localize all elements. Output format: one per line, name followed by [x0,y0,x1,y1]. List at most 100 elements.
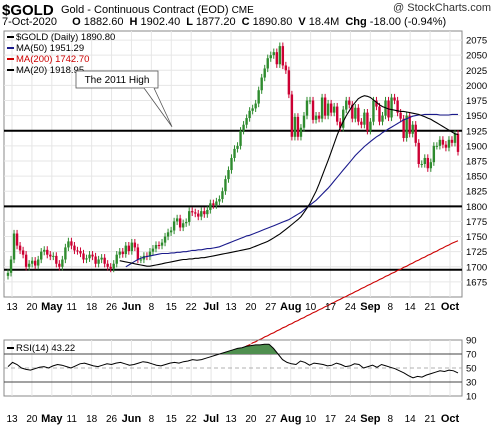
quote-values: O 1882.60 H 1902.40 L 1877.20 C 1890.80 V 18… [60,16,446,28]
exchange-label: CME [231,5,254,16]
candle-body [378,106,381,122]
contract-title: Gold - Continuous Contract (EOD) [61,4,229,16]
candle-body [200,211,203,217]
candle-body [70,241,73,246]
candle-body [188,211,191,223]
y-tick-label: 1725 [466,247,487,258]
candle-body [411,124,414,134]
candle-body [218,199,221,202]
candle-body [357,107,360,122]
annotation-pointer [143,87,173,127]
candle-body [212,203,215,206]
x-tick-label: Jun [122,413,142,425]
candle-body [375,100,378,107]
candle-body [245,118,248,125]
candle-body [456,133,460,152]
candle-body [230,157,233,171]
x-tick-label: 14 [405,302,417,313]
x-tick-label: Jul [203,301,219,313]
x-tick-label: 15 [166,302,178,313]
candle-body [151,248,155,252]
rsi-tick-label: 70 [466,350,477,361]
x-tick-label: 18 [86,302,98,313]
rsi-tick-label: 30 [466,378,477,389]
candle-body [420,164,423,165]
y-tick-label: 1875 [466,156,487,167]
x-tick-label: Oct [441,301,460,313]
candle-body [215,201,218,206]
candle-body [414,124,417,143]
candle-body [9,259,13,273]
candle-body [396,100,399,113]
candle-body [160,242,164,246]
candle-body [441,139,445,145]
candle-body [435,145,439,147]
x-tick-label: 8 [387,414,393,425]
x-tick-label: 20 [245,414,257,425]
candle-body [184,222,188,224]
y-tick-label: 2075 [466,36,487,47]
candle-body [209,203,212,210]
candle-body [40,251,43,260]
candle-body [52,255,55,257]
candle-body [203,211,206,215]
legend-label: MA(20) 1918.95 [16,65,84,76]
candle-body [260,77,263,91]
candle-body [311,100,315,120]
rsi-overbought-fill [8,344,458,354]
legend-label: $GOLD (Daily) 1890.80 [16,32,115,43]
x-tick-label: 21 [425,302,437,313]
candle-body [233,148,236,158]
candle-body [109,266,112,269]
candle-body [148,251,152,257]
candle-body [254,103,257,109]
x-tick-label: 20 [26,302,38,313]
x-tick-label: 14 [405,414,417,425]
candle-body [106,263,109,267]
x-tick-label: 22 [186,302,198,313]
x-tick-label: 24 [345,414,357,425]
candle-body [221,191,224,200]
candle-body [363,112,366,125]
x-tick-label: 24 [345,302,357,313]
candle-body [284,65,288,71]
x-tick-label: 20 [26,414,38,425]
quote-o: O 1882.60 [72,16,124,28]
ticker-symbol: $GOLD [2,2,54,19]
y-tick-label: 2025 [466,66,487,77]
x-tick-label: Aug [280,413,301,425]
candle-body [429,162,433,169]
candle-body [317,115,321,119]
candle-body [251,108,254,111]
candle-body [354,107,357,119]
candle-body [94,256,97,264]
candle-body [351,104,354,119]
candle-body [139,259,143,261]
candle-body [88,254,91,259]
y-tick-label: 1825 [466,187,487,198]
stockcharts-brand[interactable]: @ StockCharts.com [393,2,491,14]
candle-body [6,272,10,276]
x-tick-label: Sep [360,301,380,313]
x-tick-label: 10 [305,414,317,425]
candle-body [15,233,19,246]
y-tick-label: 2000 [466,81,487,92]
x-tick-label: 26 [106,302,118,313]
legend-label: MA(50) 1951.29 [16,43,84,54]
candle-body [191,211,194,213]
x-tick-label: 26 [106,414,118,425]
candle-body [169,230,173,233]
x-tick-label: Jul [203,413,219,425]
y-tick-label: 1900 [466,141,487,152]
candle-body [266,58,269,69]
candle-body [372,100,375,122]
candle-body [320,97,324,119]
candle-body [166,232,170,237]
y-tick-label: 1700 [466,262,487,273]
x-tick-label: May [41,301,63,313]
candle-body [142,255,146,260]
quote-chg: Chg -18.00 (-0.94%) [345,16,447,28]
candle-body [154,245,158,249]
candle-body [100,257,103,260]
candle-body [438,139,442,146]
